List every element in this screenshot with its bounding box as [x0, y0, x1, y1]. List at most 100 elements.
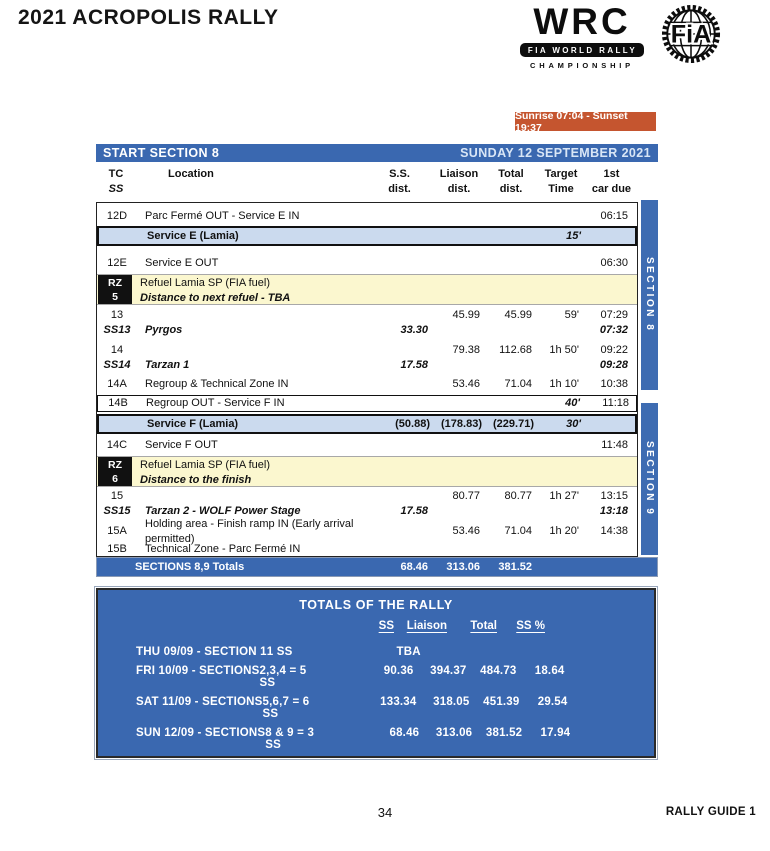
tc-column-header: TC SS — [108, 168, 124, 195]
service-e-row: Service E (Lamia) 15' — [97, 226, 637, 246]
total-cell: 112.68 — [499, 344, 532, 356]
tc-cell: 12E — [107, 257, 127, 269]
location-cell: Technical Zone - Parc Fermé IN — [145, 543, 301, 555]
target-time-column-header: Target Time — [544, 168, 578, 195]
tc-cell: 14C — [106, 439, 128, 451]
sunrise-sunset-banner: Sunrise 07:04 - Sunset 19:37 — [515, 110, 656, 134]
fia-globe-icon: FiA — [661, 4, 721, 64]
sections-totals-band: SECTIONS 8,9 Totals 68.46 313.06 381.52 — [96, 557, 658, 577]
ss-pct-column-header: SS % — [516, 620, 545, 632]
target-cell: 40' — [565, 397, 580, 409]
total-cell: (229.71) — [493, 417, 534, 430]
totals-row-thu: THU 09/09 - SECTION 1 1 SS TBA — [136, 646, 421, 658]
due-cell: 09:22 09:28 — [599, 344, 628, 371]
rally-totals-box: TOTALS OF THE RALLY SS Liaison Total SS … — [94, 586, 658, 772]
tc-cell: 14B — [108, 397, 128, 409]
wrc-wordmark: WRC — [533, 1, 631, 42]
totals-row-fri: FRI 10/09 - SECTIONS 2,3,4 = 5 SS 90.36 … — [136, 665, 565, 689]
ss-dist-cell: 33.30 — [400, 324, 428, 336]
section-9-sidebar: SECTION 9 — [641, 403, 658, 555]
target-cell: 30' — [566, 417, 581, 430]
sections-totals-label: SECTIONS 8,9 Totals — [135, 561, 245, 573]
tc-cell: 14 SS14 — [103, 344, 131, 371]
stage-name-cell: Tarzan 2 - WOLF Power Stage — [145, 505, 301, 517]
ss-dist-cell: 17.58 — [400, 505, 428, 517]
itinerary-row-15a: 15A Holding area - Finish ramp IN (Early… — [97, 518, 637, 545]
tc-cell: 15B — [107, 543, 127, 555]
rally-totals-headers: SS Liaison Total SS % — [98, 620, 654, 632]
liaison-cell: 45.99 — [452, 309, 480, 321]
total-column-header: Total — [470, 620, 497, 632]
due-cell: 13:15 13:18 — [599, 490, 628, 517]
page-number: 34 — [377, 805, 393, 820]
refuel-text: Refuel Lamia SP (FIA fuel) Distance to n… — [140, 277, 291, 304]
totals-row-sat: SAT 11/09 - SECTIONS 5,6,7 = 6 SS 133.34… — [136, 696, 568, 720]
itinerary-row-12d: 12D Parc Fermé OUT - Service E IN 06:15 — [97, 206, 637, 226]
due-cell: 06:15 — [600, 209, 628, 222]
tc-cell: 13 SS13 — [103, 309, 131, 336]
liaison-cell: 53.46 — [452, 525, 480, 537]
liaison-dist-column-header: Liaison dist. — [439, 168, 479, 195]
ss-column-header: SS — [378, 620, 394, 632]
liaison-column-header: Liaison — [406, 620, 447, 632]
wrc-logo: WRC FIA WORLD RALLY CHAMPIONSHIP — [516, 1, 648, 70]
sections-liaison-total: 313.06 — [446, 561, 480, 573]
ss-dist-cell: 17.58 — [400, 359, 428, 371]
page-title: 2021 ACROPOLIS RALLY — [18, 6, 279, 29]
section-8-sidebar: SECTION 8 — [641, 200, 658, 390]
location-cell: Service F OUT — [145, 439, 218, 451]
rally-totals-title: TOTALS OF THE RALLY — [299, 598, 453, 612]
refuel-zone-5-row: RZ 5 Refuel Lamia SP (FIA fuel) Distance … — [97, 274, 637, 305]
stage-row-ss13: 13 SS13 Pyrgos 33.30 45.99 45.99 59' 07:… — [97, 307, 637, 340]
ss-dist-cell: (50.88) — [395, 417, 430, 430]
service-label: Service F (Lamia) — [147, 417, 239, 430]
total-cell: 45.99 — [504, 309, 532, 321]
itinerary-row-14c: 14C Service F OUT 11:48 — [97, 437, 637, 454]
sections-total-dist: 381.52 — [498, 561, 532, 573]
tc-cell: 14A — [107, 378, 127, 390]
target-cell: 1h 10' — [549, 378, 579, 390]
target-cell: 1h 27' — [549, 490, 579, 502]
totals-row-sun: SUN 12/09 - SECTIONS 8 & 9 = 3 SS 68.46 … — [136, 727, 571, 751]
itinerary-row-12e: 12E Service E OUT 06:30 — [97, 255, 637, 272]
target-cell: 1h 50' — [549, 344, 579, 356]
itinerary-row-14b: 14B Regroup OUT - Service F IN 40' 11:18 — [97, 395, 637, 412]
total-cell: 71.04 — [504, 378, 532, 390]
fia-logo: FiA — [656, 4, 726, 69]
liaison-cell: 79.38 — [452, 344, 480, 356]
stage-name-cell: Pyrgos — [145, 324, 183, 336]
tc-cell: 12D — [106, 209, 128, 222]
section-date-label: SUNDAY 12 SEPTEMBER 2021 — [460, 146, 651, 160]
refuel-text: Refuel Lamia SP (FIA fuel) Distance to t… — [140, 459, 271, 486]
rally-guide-label: RALLY GUIDE 1 — [665, 806, 756, 818]
itinerary-row-15b: 15B Technical Zone - Parc Fermé IN — [97, 541, 637, 556]
tc-cell: 15 SS15 — [103, 490, 131, 517]
itinerary-row-14a: 14A Regroup & Technical Zone IN 53.46 71… — [97, 376, 637, 393]
totals-row-grand: TOTAL 15 SS 292.16 1025.48 1317.64 22.17 — [136, 760, 545, 772]
target-cell: 15' — [566, 229, 581, 242]
rz-badge: RZ 5 — [98, 275, 132, 304]
location-cell: Parc Fermé OUT - Service E IN — [145, 209, 300, 222]
liaison-cell: (178.83) — [441, 417, 482, 430]
first-car-due-column-header: 1st car due — [591, 168, 632, 195]
liaison-cell: 80.77 — [452, 490, 480, 502]
stage-row-ss15: 15 SS15 Tarzan 2 - WOLF Power Stage 17.5… — [97, 488, 637, 521]
section-start-label: START SECTION 8 — [103, 146, 220, 160]
total-dist-column-header: Total dist. — [498, 168, 524, 195]
stage-row-ss14: 14 SS14 Tarzan 1 17.58 79.38 112.68 1h 5… — [97, 342, 637, 374]
location-cell: Regroup OUT - Service F IN — [146, 397, 285, 409]
wrc-fia-world-rally-banner: FIA WORLD RALLY — [519, 43, 645, 57]
location-column-header: Location — [168, 168, 214, 180]
service-f-row: Service F (Lamia) (50.88) (178.83) (229.… — [97, 414, 637, 434]
due-cell: 06:30 — [600, 257, 628, 269]
refuel-zone-6-row: RZ 6 Refuel Lamia SP (FIA fuel) Distance … — [97, 456, 637, 487]
target-cell: 59' — [564, 309, 579, 321]
wrc-championship-label: CHAMPIONSHIP — [530, 61, 634, 70]
ss-dist-column-header: S.S. dist. — [388, 168, 411, 195]
liaison-cell: 53.46 — [452, 378, 480, 390]
rz-badge: RZ 6 — [98, 457, 132, 486]
itinerary-titlebar: START SECTION 8 SUNDAY 12 SEPTEMBER 2021 — [96, 144, 658, 162]
total-cell: 80.77 — [504, 490, 532, 502]
sections-ss-total: 68.46 — [400, 561, 428, 573]
